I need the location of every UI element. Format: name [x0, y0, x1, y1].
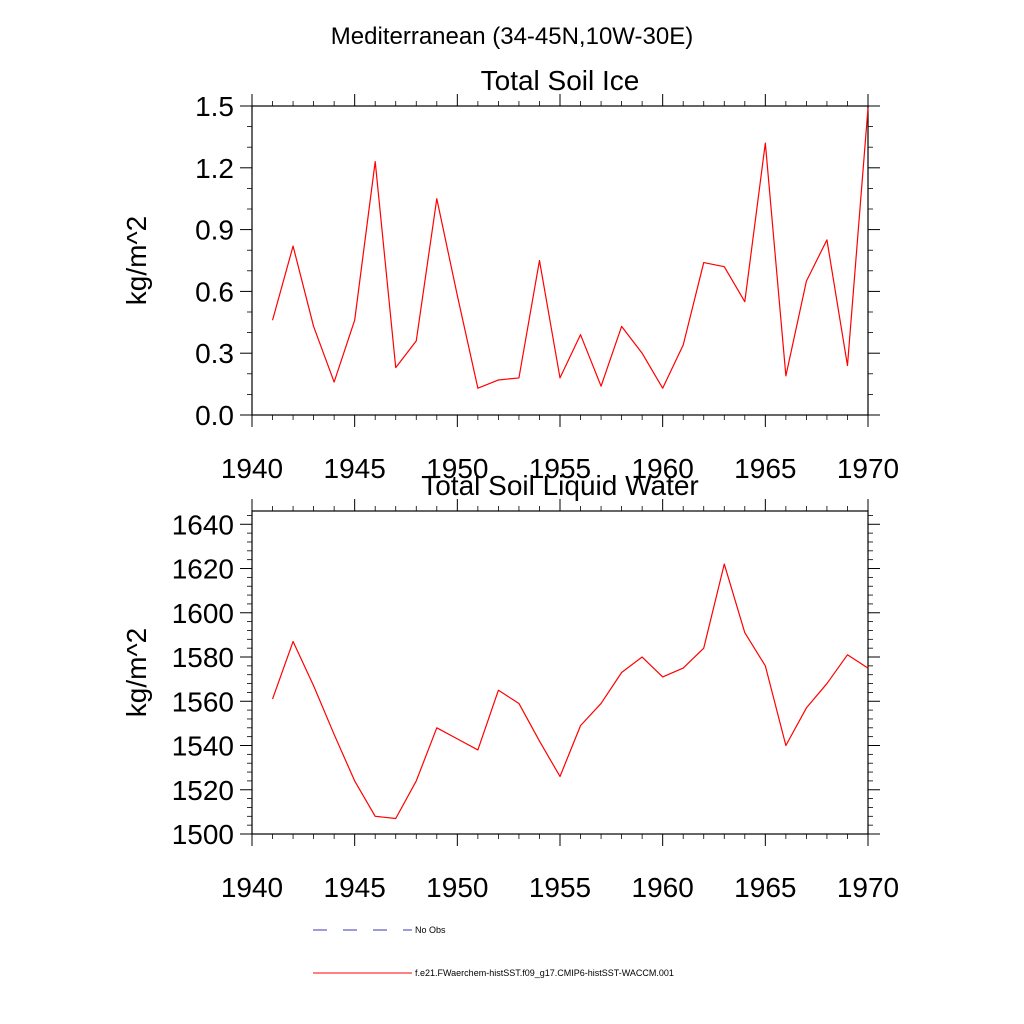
- x-tick-label: 1940: [221, 872, 283, 903]
- y-tick-label: 1500: [172, 819, 234, 850]
- y-tick-label: 1.2: [195, 153, 234, 184]
- y-tick-label: 1560: [172, 686, 234, 717]
- series-line: [271, 563, 869, 820]
- plot-frame: [251, 510, 869, 835]
- x-tick-label: 1950: [426, 453, 488, 484]
- legend-model-label: f.e21.FWaerchem-histSST.f09_g17.CMIP6-hi…: [415, 968, 674, 978]
- x-tick-label: 1955: [529, 872, 591, 903]
- y-axis-label: kg/m^2: [121, 216, 152, 305]
- y-tick-label: 1520: [172, 775, 234, 806]
- x-tick-label: 1945: [324, 872, 386, 903]
- legend: No Obs f.e21.FWaerchem-histSST.f09_g17.C…: [313, 925, 674, 978]
- x-tick-label: 1955: [529, 453, 591, 484]
- series-line: [271, 108, 869, 389]
- chart-title: Total Soil Ice: [481, 65, 640, 96]
- y-tick-label: 1640: [172, 509, 234, 540]
- y-tick-label: 0.9: [195, 215, 234, 246]
- y-tick-label: 0.6: [195, 276, 234, 307]
- y-tick-label: 1620: [172, 554, 234, 585]
- x-tick-label: 1960: [632, 872, 694, 903]
- x-tick-label: 1960: [632, 453, 694, 484]
- x-tick-label: 1945: [324, 453, 386, 484]
- y-axis-label: kg/m^2: [121, 628, 152, 717]
- x-tick-label: 1940: [221, 453, 283, 484]
- y-tick-label: 0.3: [195, 338, 234, 369]
- soil-liquid-water-panel: Total Soil Liquid Water kg/m^2 1940 1945 195…: [121, 470, 899, 903]
- x-tick-label: 1965: [734, 453, 796, 484]
- y-tick-label: 1.5: [195, 91, 234, 122]
- legend-obs-label: No Obs: [415, 925, 446, 935]
- y-tick-label: 0.0: [195, 400, 234, 431]
- chart-title: Total Soil Liquid Water: [421, 470, 699, 501]
- y-tick-label: 1600: [172, 598, 234, 629]
- y-tick-label: 1540: [172, 731, 234, 762]
- x-tick-label: 1970: [837, 872, 899, 903]
- page-title: Mediterranean (34-45N,10W-30E): [331, 23, 693, 50]
- x-tick-label: 1970: [837, 453, 899, 484]
- soil-ice-panel: Total Soil Ice kg/m^2 1940 1945 1950 1955 1960…: [121, 65, 899, 484]
- x-tick-label: 1965: [734, 872, 796, 903]
- x-tick-label: 1950: [426, 872, 488, 903]
- y-tick-label: 1580: [172, 642, 234, 673]
